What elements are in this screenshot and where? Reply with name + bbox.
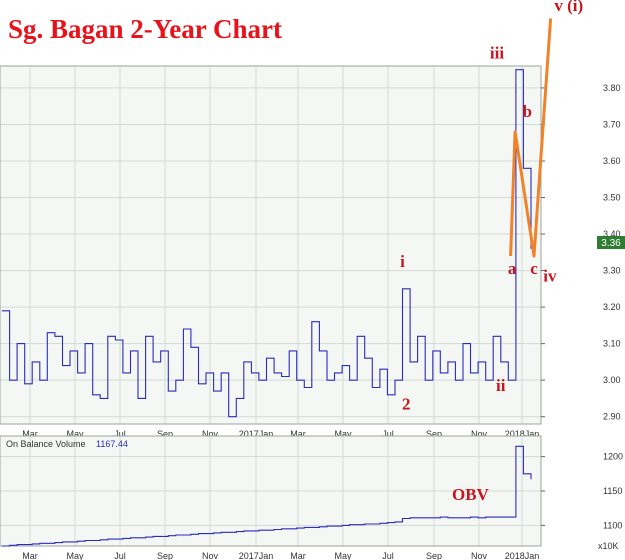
price-x-axis: Mar May Jul Sep Nov 2017Jan Mar May Jul Sep Nov 201… [22, 429, 539, 439]
wave-label: 2 [402, 394, 411, 413]
obv-x-tick-label: Nov [202, 551, 219, 560]
price-x-tick-label: May [334, 429, 352, 439]
price-y-tick-label: 3.30 [603, 266, 621, 276]
obv-y-tick-label: 1150 [603, 486, 622, 496]
obv-x-tick-label: May [334, 551, 352, 560]
price-panel: 3.80 3.70 3.60 3.50 3.40 3.30 3.20 3.10 3.00 2.90… [0, 65, 625, 439]
obv-x-tick-label: Sep [157, 551, 173, 560]
price-x-tick-label: Sep [426, 429, 442, 439]
obv-series-line [2, 445, 532, 547]
obv-grid [0, 436, 541, 546]
obv-legend-label: On Balance Volume [6, 439, 86, 449]
obv-x-tick-label: 2018Jan [505, 551, 540, 560]
wave-label: iv [543, 267, 557, 286]
wave-label: a [508, 259, 517, 278]
obv-x-tick-label: Mar [290, 551, 306, 560]
chart-title: Sg. Bagan 2-Year Chart [8, 14, 283, 44]
wave-label: i [400, 252, 405, 271]
price-x-tick-label: Nov [202, 429, 219, 439]
price-y-tick-label: 3.10 [603, 339, 621, 349]
wave-label: b [522, 102, 531, 121]
price-x-tick-label: Jul [114, 429, 126, 439]
price-series-line [2, 69, 532, 418]
price-x-tick-label: 2017Jan [239, 429, 274, 439]
obv-x-tick-label: Nov [471, 551, 488, 560]
obv-x-tick-label: Jul [382, 551, 394, 560]
price-y-tick-label: 3.20 [603, 302, 621, 312]
obv-x-tick-label: May [66, 551, 84, 560]
price-y-tick-label: 2.90 [603, 412, 621, 422]
obv-x-tick-label: Mar [22, 551, 38, 560]
price-y-tick-label: 3.70 [603, 119, 621, 129]
wave-label: c [530, 259, 538, 278]
price-x-tick-label: 2018Jan [505, 429, 540, 439]
wave-projection-line [509, 18, 553, 258]
price-x-tick-label: May [66, 429, 84, 439]
price-x-tick-label: Mar [22, 429, 38, 439]
obv-x-axis: Mar May Jul Sep Nov 2017Jan Mar May Jul Sep Nov 201… [22, 551, 539, 560]
wave-label: ii [496, 376, 506, 395]
price-x-tick-label: Sep [157, 429, 173, 439]
last-price-badge [597, 236, 625, 249]
price-y-tick-label: 3.80 [603, 83, 621, 93]
obv-unit-label: x10K [598, 541, 619, 551]
price-y-tick-label: 3.00 [603, 375, 621, 385]
price-x-tick-label: Mar [290, 429, 306, 439]
price-y-axis: 3.80 3.70 3.60 3.50 3.40 3.30 3.20 3.10 3.00 2.90 [541, 83, 621, 422]
price-x-tick-label: Jul [382, 429, 394, 439]
obv-y-tick-label: 1100 [603, 520, 622, 530]
obv-y-axis: 1200 1150 1100 [541, 452, 623, 530]
last-price-label: 3.36 [601, 238, 621, 249]
obv-x-tick-label: Sep [426, 551, 442, 560]
price-plot-border [0, 65, 542, 425]
obv-x-tick-label: 2017Jan [239, 551, 274, 560]
obv-annotation: OBV [452, 485, 490, 504]
obv-y-tick-label: 1200 [603, 452, 623, 462]
price-y-tick-label: 3.50 [603, 193, 621, 203]
price-y-tick-label: 3.60 [603, 156, 621, 166]
wave-label: v (i) [554, 0, 583, 15]
obv-legend-value: 1167.44 [96, 439, 128, 449]
price-plot-background [0, 66, 541, 424]
wave-label: iii [490, 44, 504, 63]
obv-x-tick-label: Jul [114, 551, 126, 560]
price-x-tick-label: Nov [471, 429, 488, 439]
price-y-tick-label: 3.40 [603, 229, 621, 239]
